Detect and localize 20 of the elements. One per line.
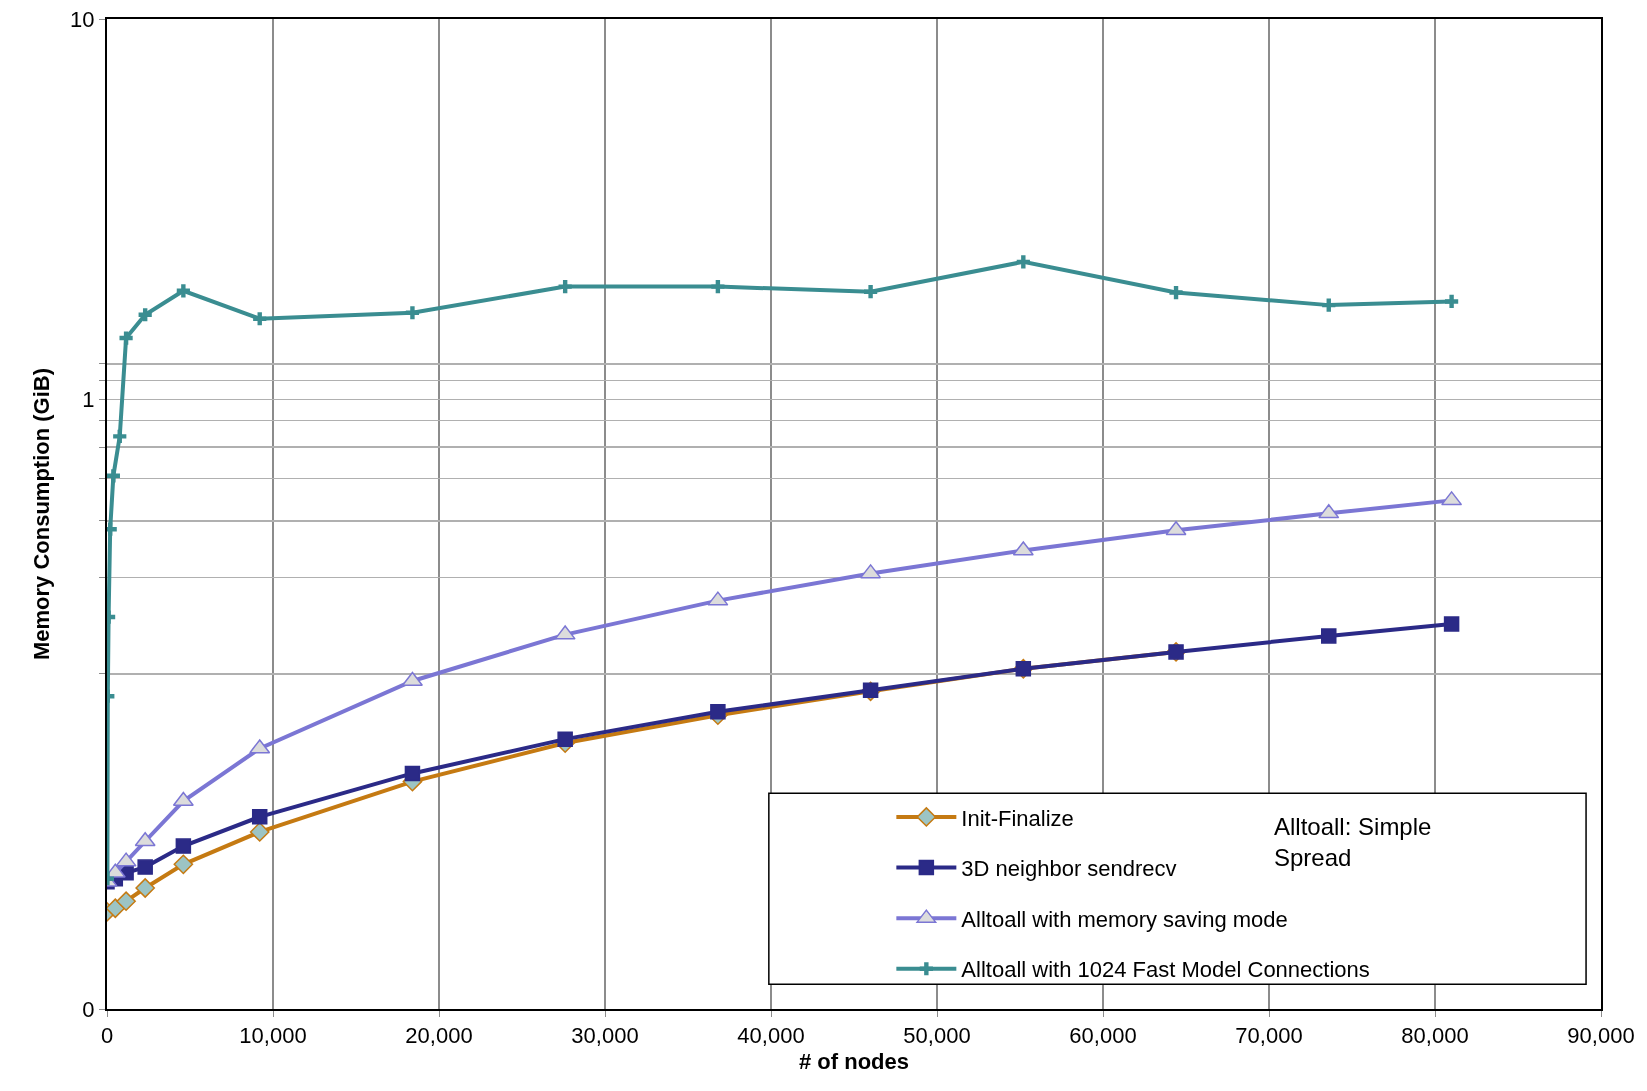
y-axis-title: Memory Consumption (GiB)	[29, 367, 55, 661]
x-tick-label: 80,000	[1401, 1023, 1469, 1049]
legend-label: 3D neighbor sendrecv	[961, 856, 1177, 882]
x-tick-label: 40,000	[737, 1023, 805, 1049]
x-tick-label: 30,000	[571, 1023, 639, 1049]
x-tick-label: 90,000	[1567, 1023, 1635, 1049]
x-tick-label: 70,000	[1235, 1023, 1303, 1049]
y-tick-label: 0	[82, 996, 95, 1022]
x-tick-label: 0	[100, 1023, 114, 1049]
y-tick-label: 10	[70, 6, 95, 32]
x-tick-label: 20,000	[405, 1023, 473, 1049]
legend-label: Alltoall with 1024 Fast Model Connections	[961, 957, 1370, 983]
annotation: Alltoall: Simple Spread	[1274, 813, 1432, 872]
x-tick-label: 10,000	[239, 1023, 307, 1049]
legend-label: Init-Finalize	[961, 805, 1074, 831]
x-tick-label: 60,000	[1069, 1023, 1137, 1049]
y-tick-label: 1	[82, 387, 95, 413]
x-tick-label: 50,000	[903, 1023, 971, 1049]
legend-label: Alltoall with memory saving mode	[961, 906, 1288, 932]
x-axis-title: # of nodes	[798, 1048, 910, 1074]
